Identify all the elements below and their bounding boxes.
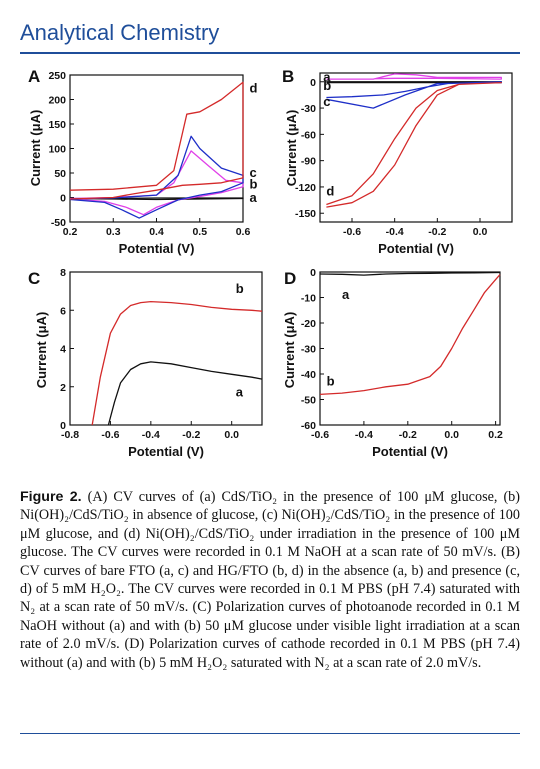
series-line-d — [326, 81, 502, 208]
curve-label: b — [236, 281, 244, 296]
series-line-a — [69, 197, 244, 201]
series-line-a — [326, 73, 502, 80]
y-tick-label: 6 — [60, 305, 66, 317]
x-tick-label: 0.4 — [149, 226, 164, 238]
curve-label: d — [249, 81, 257, 96]
y-tick-label: -90 — [301, 156, 316, 168]
x-tick-label: -0.6 — [311, 429, 329, 441]
y-tick-label: -150 — [295, 208, 316, 220]
x-tick-label: -0.4 — [355, 429, 373, 441]
y-tick-label: 200 — [48, 95, 66, 107]
panel-C: C -0.8 -0.6 -0.4 -0.2 0.0 0 2 4 6 8 Potential (V) Cu… — [28, 267, 263, 459]
panel-letter: B — [282, 67, 294, 86]
y-axis-label: Current (μA) — [284, 110, 299, 187]
figure-caption: Figure 2. (A) CV curves of (a) CdS/TiO₂ … — [20, 488, 520, 672]
series-line-a — [107, 361, 263, 426]
panel-letter: C — [28, 269, 40, 288]
y-tick-label: -60 — [301, 420, 316, 432]
series-line-c — [69, 135, 244, 219]
plot-frame — [69, 271, 263, 426]
x-tick-label: 0.0 — [224, 429, 239, 441]
caption-text: (A) CV curves of (a) CdS/TiO₂ in the pre… — [20, 489, 520, 671]
x-tick-label: -0.4 — [386, 226, 404, 238]
curve-label: b — [249, 176, 257, 191]
journal-title: Analytical Chemistry — [20, 20, 220, 45]
x-tick-label: -0.2 — [399, 429, 417, 441]
curve-label: a — [323, 69, 331, 84]
x-tick-label: -0.2 — [428, 226, 446, 238]
y-tick-label: -60 — [301, 129, 316, 141]
panel-A: A 0.2 0.3 0.4 0.5 0.6 -50 0 50 100 150 200 250 Potent… — [28, 67, 257, 256]
curve-label: b — [323, 78, 331, 93]
y-tick-label: 0 — [60, 420, 66, 432]
y-tick-label: -50 — [301, 395, 316, 407]
plot-frame — [319, 72, 513, 223]
y-tick-label: -30 — [301, 344, 316, 356]
curve-label: a — [236, 384, 244, 399]
curve-label: c — [249, 165, 256, 180]
x-tick-label: 0.0 — [444, 429, 459, 441]
y-axis-label: Current (μA) — [28, 110, 43, 187]
x-axis-label: Potential (V) — [119, 241, 195, 256]
x-tick-label: -0.6 — [101, 429, 119, 441]
x-axis-label: Potential (V) — [128, 444, 204, 459]
y-tick-label: 0 — [310, 267, 316, 279]
y-tick-label: 250 — [48, 70, 66, 82]
x-tick-label: -0.2 — [182, 429, 200, 441]
y-tick-label: 150 — [48, 119, 66, 131]
y-tick-label: 2 — [60, 382, 66, 394]
y-axis-label: Current (μA) — [34, 312, 49, 389]
series-line-a — [319, 271, 501, 276]
y-tick-label: 0 — [60, 193, 66, 205]
x-tick-label: -0.6 — [343, 226, 361, 238]
x-tick-label: 0.6 — [236, 226, 251, 238]
curve-label: d — [326, 183, 334, 198]
series-line-b — [69, 150, 244, 216]
panel-B: B -0.6 -0.4 -0.2 0.0 0 -30 -60 -90 -120 -150 Potent… — [282, 67, 513, 256]
x-tick-label: 0.2 — [63, 226, 78, 238]
curve-label: a — [342, 287, 350, 302]
series-line-b — [91, 300, 263, 426]
y-tick-label: 8 — [60, 267, 66, 279]
y-tick-label: -30 — [301, 103, 316, 115]
y-tick-label: -20 — [301, 318, 316, 330]
header-rule — [20, 52, 520, 54]
panel-letter: D — [284, 269, 296, 288]
x-tick-label: 0.2 — [488, 429, 503, 441]
x-tick-label: 0.0 — [473, 226, 488, 238]
y-tick-label: -120 — [295, 182, 316, 194]
curve-label: b — [327, 374, 335, 389]
footer-rule — [20, 733, 520, 734]
y-tick-label: 100 — [48, 144, 66, 156]
y-axis-label: Current (μA) — [282, 312, 297, 389]
y-tick-label: -40 — [301, 369, 316, 381]
figure-panels: A0.2 0.3 0.4 0.5 0.6-50050100150200250Potent… — [28, 67, 513, 459]
curve-label: c — [323, 94, 330, 109]
x-axis-label: Potential (V) — [372, 444, 448, 459]
y-tick-label: 4 — [60, 344, 66, 356]
y-tick-label: -50 — [51, 217, 66, 229]
y-tick-label: -10 — [301, 293, 316, 305]
x-axis-label: Potential (V) — [378, 241, 454, 256]
x-tick-label: -0.4 — [142, 429, 160, 441]
panel-D: D -0.6 -0.4 -0.2 0.0 0.2 0 -10 -20 -30 -40 -50 -60 Po… — [282, 267, 503, 459]
series-line-c — [326, 81, 502, 109]
y-tick-label: 0 — [310, 77, 316, 89]
y-tick-label: 50 — [54, 168, 66, 180]
series-line-d — [69, 81, 244, 200]
panel-letter: A — [28, 67, 40, 86]
caption-label: Figure 2. — [20, 489, 82, 505]
curve-label: a — [249, 190, 257, 205]
x-tick-label: 0.3 — [106, 226, 121, 238]
x-tick-label: 0.5 — [192, 226, 207, 238]
series-line-b — [319, 274, 501, 396]
x-tick-label: -0.8 — [61, 429, 79, 441]
